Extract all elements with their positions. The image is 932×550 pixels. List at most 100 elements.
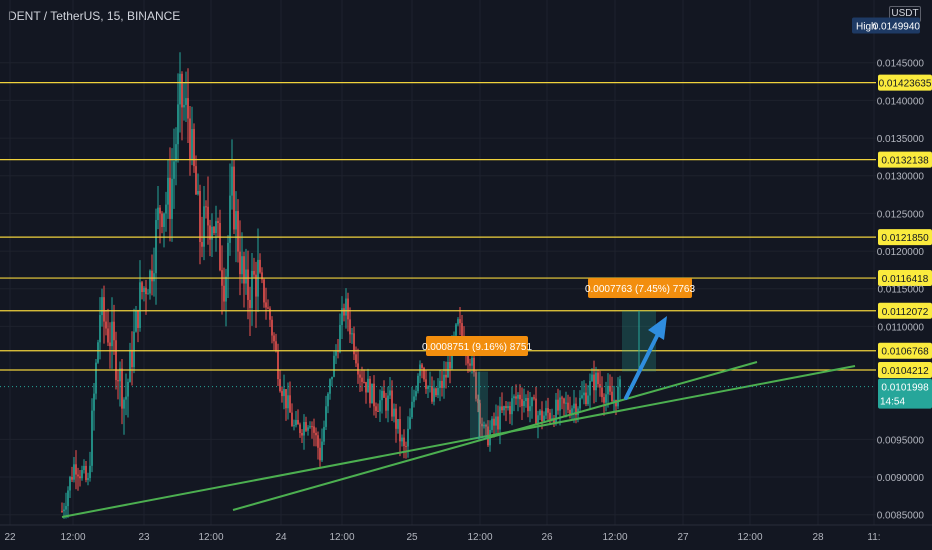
- candle-body: [175, 144, 177, 162]
- candle-body: [71, 477, 73, 480]
- chart-title: DENT / TetherUS, 15, BINANCE: [8, 9, 181, 23]
- projection-arrowhead: [648, 316, 667, 340]
- candle-body: [573, 403, 575, 409]
- candle-body: [317, 435, 319, 448]
- candle-body: [137, 310, 139, 328]
- level-label: 0.0112072: [882, 307, 929, 318]
- candle-body: [309, 426, 311, 428]
- candle-body: [339, 325, 341, 352]
- candle-body: [401, 437, 403, 442]
- candle-body: [199, 190, 201, 243]
- projection-arrow: [624, 328, 662, 400]
- candle-body: [249, 299, 251, 308]
- candle-body: [129, 349, 131, 382]
- candle-body: [327, 393, 329, 407]
- candle-body: [441, 380, 443, 388]
- candle-body: [239, 251, 241, 275]
- candle-body: [535, 398, 537, 424]
- candle-body: [367, 378, 369, 393]
- candle-body: [549, 412, 551, 420]
- level-label-bg: [878, 74, 932, 91]
- candle-body: [515, 396, 517, 399]
- candle-body: [607, 385, 609, 395]
- candle-body: [517, 394, 519, 399]
- candle-body: [551, 418, 553, 420]
- candle-body: [371, 383, 373, 404]
- candle-body: [105, 321, 107, 329]
- candle-body: [355, 354, 357, 364]
- candle-body: [281, 391, 283, 397]
- x-tick-label: 12:00: [602, 532, 627, 543]
- candle-body: [433, 388, 435, 402]
- candle-body: [213, 226, 215, 234]
- x-tick-label: 12:00: [329, 532, 354, 543]
- candle-body: [263, 279, 265, 303]
- candle-body: [259, 259, 261, 273]
- candle-body: [369, 378, 371, 404]
- candle-body: [107, 328, 109, 343]
- candle-body: [61, 510, 63, 512]
- candle-body: [359, 374, 361, 378]
- candle-body: [499, 406, 501, 430]
- level-label: 0.0132138: [881, 156, 929, 167]
- candle-body: [511, 398, 513, 415]
- x-tick-label: 23: [138, 532, 150, 543]
- x-tick-label: 12:00: [737, 532, 762, 543]
- candle-body: [79, 476, 81, 479]
- candle-body: [521, 399, 523, 407]
- candle-body: [365, 382, 367, 393]
- candle-body: [533, 397, 535, 399]
- candle-body: [337, 350, 339, 352]
- candle-body: [81, 470, 83, 479]
- y-tick-label: 0.0115000: [877, 285, 924, 296]
- candle-body: [133, 331, 135, 368]
- candle-body: [343, 308, 345, 316]
- level-label-bg: [878, 151, 932, 168]
- candle-body: [409, 417, 411, 429]
- candle-body: [597, 372, 599, 385]
- candle-body: [377, 410, 379, 412]
- candle-body: [63, 509, 65, 512]
- candle-body: [271, 319, 273, 336]
- candle-body: [97, 342, 99, 363]
- candle-body: [347, 298, 349, 320]
- candle-body: [197, 190, 199, 195]
- candle-body: [507, 406, 509, 409]
- x-tick-label: 24: [275, 532, 287, 543]
- candle-body: [93, 393, 95, 411]
- candle-body: [195, 166, 197, 195]
- level-label-bg: [878, 361, 932, 378]
- level-label-bg: [878, 270, 932, 287]
- candle-body: [493, 418, 495, 426]
- candle-body: [189, 118, 191, 160]
- candle-body: [295, 420, 297, 426]
- candle-body: [605, 394, 607, 403]
- candle-body: [335, 350, 337, 356]
- candle-body: [457, 319, 459, 325]
- candle-body: [603, 397, 605, 403]
- candle-body: [77, 474, 79, 477]
- horizontal-levels[interactable]: 0.014236350.01321380.01218500.01164180.0…: [0, 74, 932, 378]
- x-tick-label: 28: [812, 532, 824, 543]
- candle-body: [423, 367, 425, 380]
- candle-body: [485, 424, 487, 427]
- candle-body: [475, 372, 477, 399]
- candle-body: [151, 270, 153, 282]
- candle-body: [283, 389, 285, 397]
- candle-body: [373, 383, 375, 407]
- candle-body: [471, 357, 473, 366]
- candle-body: [587, 395, 589, 405]
- measurements[interactable]: 0.0008751 (9.16%) 8751 0.0007763 (7.45%) …: [0, 278, 876, 440]
- candle-body: [349, 319, 351, 335]
- trendlines[interactable]: [61, 361, 856, 518]
- candle-body: [341, 308, 343, 326]
- candle-body: [235, 211, 237, 230]
- candle-body: [395, 408, 397, 429]
- candle-body: [543, 415, 545, 422]
- candle-body: [209, 225, 211, 240]
- candle-body: [547, 408, 549, 413]
- candle-body: [331, 376, 333, 380]
- candle-body: [193, 129, 195, 167]
- candle-body: [557, 399, 559, 411]
